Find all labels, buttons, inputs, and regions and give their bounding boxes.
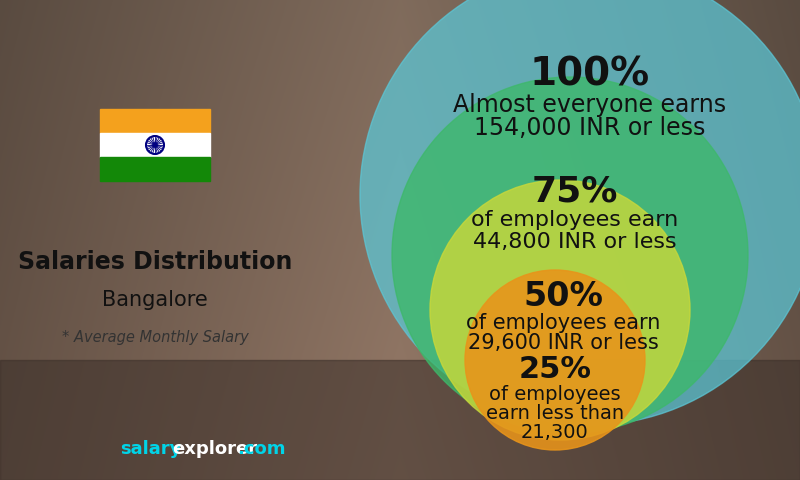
Text: * Average Monthly Salary: * Average Monthly Salary (62, 330, 248, 345)
Bar (100, 133, 210, 157)
Text: 29,600 INR or less: 29,600 INR or less (468, 333, 658, 353)
Circle shape (465, 270, 645, 450)
Text: of employees earn: of employees earn (466, 313, 660, 333)
Text: earn less than: earn less than (486, 404, 624, 423)
Text: 100%: 100% (530, 55, 650, 93)
Circle shape (153, 143, 157, 147)
Text: Salaries Distribution: Salaries Distribution (18, 250, 292, 274)
Bar (100, 157, 210, 181)
Text: 21,300: 21,300 (521, 423, 589, 442)
Text: Almost everyone earns: Almost everyone earns (454, 93, 726, 117)
Bar (100, 109, 210, 133)
Circle shape (430, 180, 690, 440)
Bar (0, 360, 800, 480)
Text: 154,000 INR or less: 154,000 INR or less (474, 116, 706, 140)
Text: 50%: 50% (523, 280, 603, 313)
Text: of employees earn: of employees earn (471, 210, 678, 230)
Text: explorer: explorer (172, 440, 257, 458)
Text: salary: salary (120, 440, 182, 458)
Text: Bangalore: Bangalore (102, 290, 208, 310)
Text: 25%: 25% (518, 355, 591, 384)
Text: 44,800 INR or less: 44,800 INR or less (473, 232, 677, 252)
Circle shape (392, 77, 748, 433)
Text: .com: .com (237, 440, 286, 458)
Text: of employees: of employees (489, 385, 621, 404)
Circle shape (360, 0, 800, 425)
Text: 75%: 75% (532, 175, 618, 209)
